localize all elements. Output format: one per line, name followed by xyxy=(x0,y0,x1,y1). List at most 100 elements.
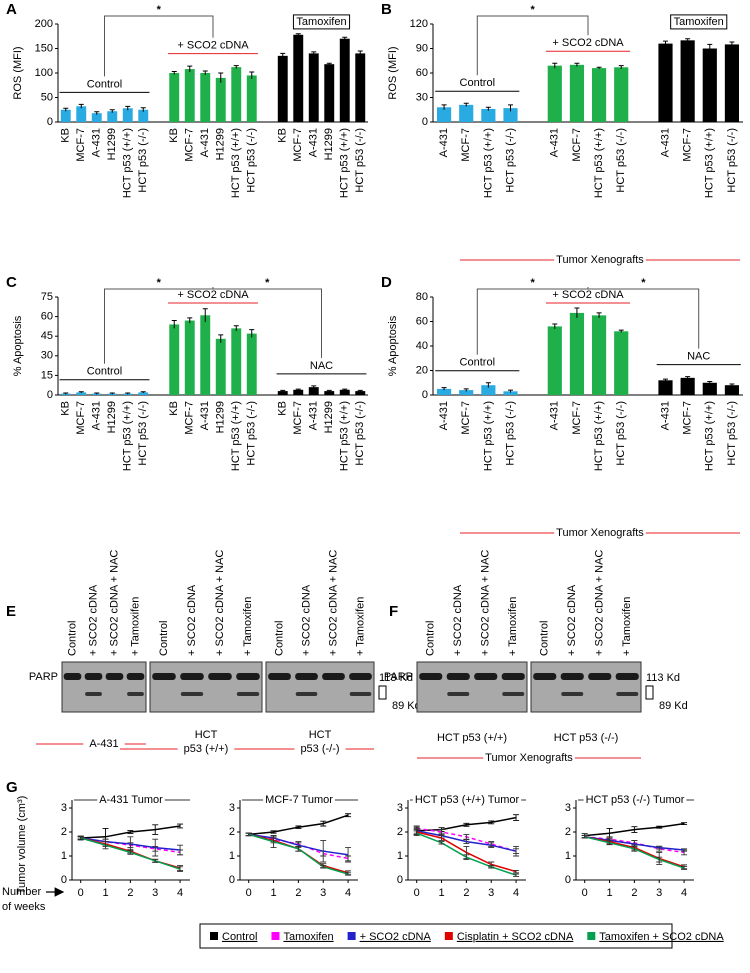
y-tick-label: 60 xyxy=(416,67,428,79)
lane-label: + SCO2 cDNA xyxy=(300,584,312,656)
y-tick-label: 3 xyxy=(565,802,571,814)
category-label: HCT p53 (+/+) xyxy=(482,401,494,471)
y-tick-label: 0 xyxy=(565,874,571,886)
blot-band xyxy=(446,673,470,680)
error-bar xyxy=(127,850,134,855)
error-bar xyxy=(295,388,301,391)
y-tick-label: 40 xyxy=(416,340,428,352)
lane-label: + SCO2 cDNA + NAC xyxy=(594,550,606,656)
group-label: + SCO2 cDNA xyxy=(177,289,249,301)
error-bar xyxy=(326,62,332,66)
bar xyxy=(324,64,335,122)
category-label: A-431 xyxy=(659,128,671,157)
lane-label: + SCO2 cDNA + NAC xyxy=(108,550,120,656)
y-tick-label: 80 xyxy=(416,291,428,303)
blot-band xyxy=(533,673,557,680)
error-bar xyxy=(441,104,447,110)
y-tick-label: 20 xyxy=(416,364,428,376)
error-bar xyxy=(413,830,420,837)
bar xyxy=(436,388,452,395)
error-bar xyxy=(438,835,445,841)
error-bar xyxy=(218,334,224,343)
error-bar xyxy=(187,317,193,324)
error-bar xyxy=(171,71,177,75)
x-tick-label: 4 xyxy=(681,887,687,899)
bar xyxy=(547,326,562,395)
y-tick-label: 1 xyxy=(61,850,67,862)
error-bar xyxy=(681,822,688,826)
bar xyxy=(91,113,102,122)
x-tick-label: 2 xyxy=(631,887,637,899)
group-note: Tumor Xenografts xyxy=(556,254,644,266)
y-tick-label: 200 xyxy=(35,18,53,30)
bar xyxy=(60,109,71,122)
blot-band xyxy=(616,692,639,696)
y-tick-label: 0 xyxy=(422,116,428,128)
error-bar xyxy=(357,50,363,56)
error-bar xyxy=(280,389,286,392)
lane-label: + Tamoxifen xyxy=(129,597,141,656)
category-label: MCF-7 xyxy=(682,401,694,435)
x-tick-label: 2 xyxy=(295,887,301,899)
bar xyxy=(680,377,695,395)
error-bar xyxy=(656,845,663,850)
error-bar xyxy=(663,378,668,382)
blot-band xyxy=(561,692,584,696)
error-bar xyxy=(311,385,317,389)
x-tick-label: 3 xyxy=(320,887,326,899)
panel-letter: B xyxy=(381,1,392,18)
y-tick-label: 2 xyxy=(229,826,235,838)
category-label: A-431 xyxy=(549,401,561,430)
panel-letter: G xyxy=(6,779,18,796)
lane-label: + Tamoxifen xyxy=(621,597,633,656)
error-bar xyxy=(187,65,193,73)
error-bar xyxy=(618,329,624,333)
category-label: HCT p53 (-/-) xyxy=(504,401,516,466)
bar xyxy=(215,338,226,395)
blot-band xyxy=(295,673,318,680)
sample-label: HCT xyxy=(195,729,218,741)
bar xyxy=(184,320,195,395)
bar xyxy=(614,67,629,122)
bar xyxy=(324,391,335,395)
sample-label: HCT p53 (-/-) xyxy=(554,732,619,744)
blot-band xyxy=(560,673,584,680)
blot-band xyxy=(322,673,345,680)
bar xyxy=(459,104,474,122)
blot-band xyxy=(295,692,318,696)
protein-label: PARP xyxy=(29,671,58,683)
y-tick-label: 100 xyxy=(35,67,53,79)
x-tick-label: 4 xyxy=(177,887,183,899)
error-bar xyxy=(606,840,613,846)
blot-band xyxy=(180,673,204,680)
error-bar xyxy=(94,392,100,395)
y-tick-label: 2 xyxy=(565,826,571,838)
y-tick-label: 15 xyxy=(41,369,53,381)
blot-band xyxy=(236,692,260,696)
blot-band xyxy=(208,673,232,680)
error-bar xyxy=(574,62,580,67)
blot-band xyxy=(588,673,612,680)
group-label-box xyxy=(292,14,351,30)
legend-label: Tamoxifen + SCO2 cDNA xyxy=(599,931,724,943)
category-label: HCT p53 (-/-) xyxy=(504,128,516,193)
group-label: NAC xyxy=(310,360,333,372)
category-label: HCT p53 (+/+) xyxy=(704,128,716,198)
error-bar xyxy=(656,825,663,829)
category-label: HCT p53 (-/-) xyxy=(137,401,149,466)
marker-label: 89 Kd xyxy=(659,700,688,712)
blot-band xyxy=(152,673,176,680)
y-axis-title: ROS (MFI) xyxy=(387,46,399,99)
category-label: HCT p53 (-/-) xyxy=(615,401,627,466)
error-bar xyxy=(152,838,159,857)
lane-label: + SCO2 cDNA xyxy=(452,584,464,656)
panel-title: MCF-7 Tumor xyxy=(265,794,333,806)
bar xyxy=(308,387,319,395)
bar xyxy=(293,34,304,122)
error-bar xyxy=(342,36,348,41)
bar xyxy=(481,108,496,122)
error-bar xyxy=(78,391,84,394)
category-label: MCF-7 xyxy=(571,401,583,435)
significance-bracket xyxy=(476,15,589,76)
